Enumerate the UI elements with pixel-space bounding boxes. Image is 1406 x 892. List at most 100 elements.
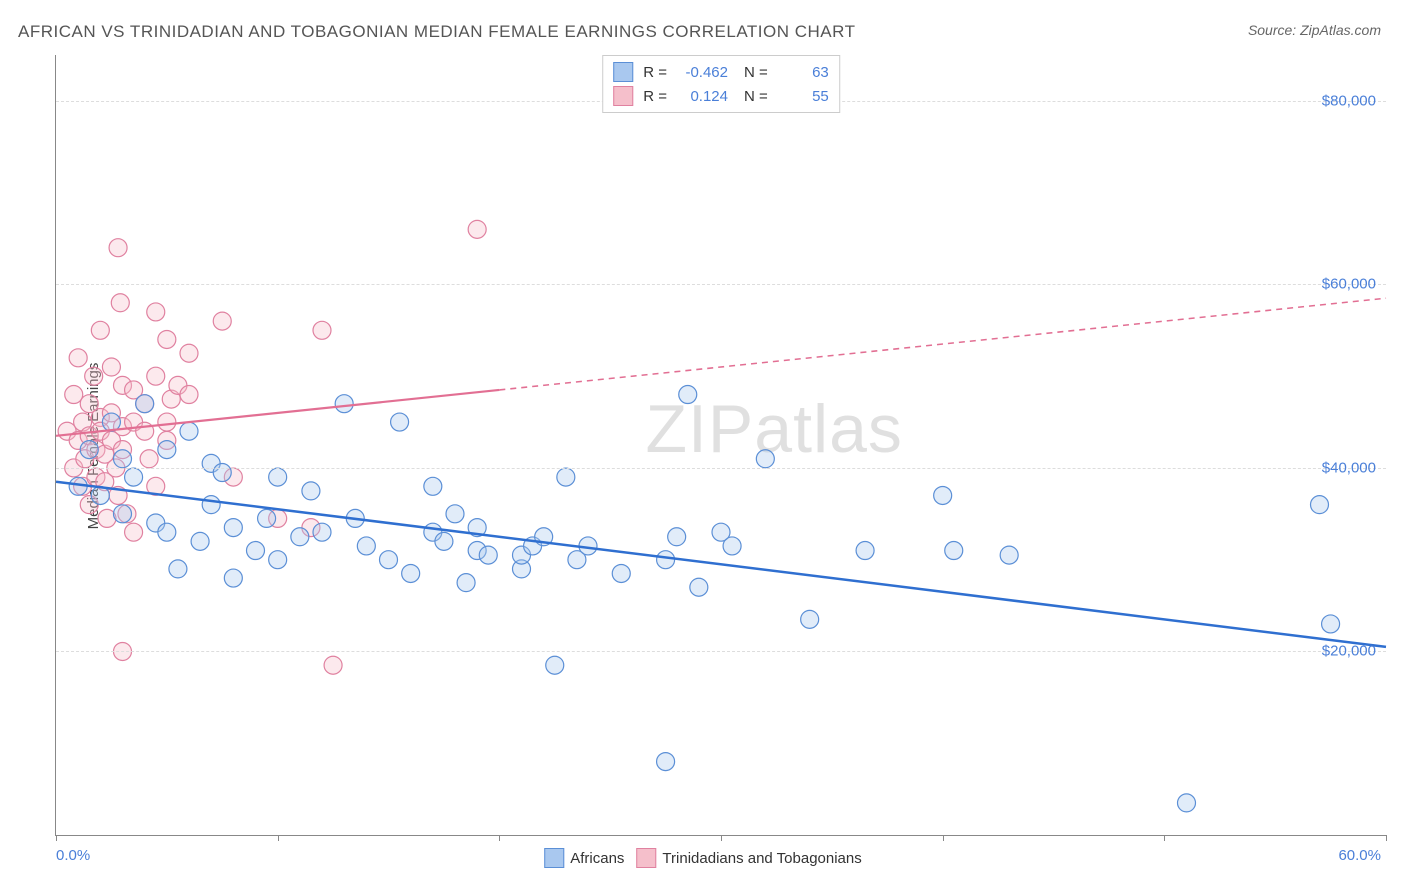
scatter-point-africans (856, 542, 874, 560)
scatter-point-africans (945, 542, 963, 560)
scatter-point-trinidadians (180, 386, 198, 404)
scatter-point-africans (213, 464, 231, 482)
scatter-point-trinidadians (69, 349, 87, 367)
y-tick-label: $60,000 (1322, 276, 1376, 293)
scatter-point-africans (934, 486, 952, 504)
trend-line-africans (56, 482, 1386, 647)
swatch-trinidadians (636, 848, 656, 868)
scatter-point-africans (690, 578, 708, 596)
scatter-point-africans (546, 656, 564, 674)
x-tick (1164, 835, 1165, 841)
scatter-point-africans (80, 441, 98, 459)
x-tick (1386, 835, 1387, 841)
scatter-point-africans (313, 523, 331, 541)
n-label: N = (744, 88, 768, 105)
x-tick-label: 60.0% (1338, 847, 1381, 864)
trend-line-trinidadians (56, 390, 499, 436)
legend-row-africans: R = -0.462 N = 63 (613, 60, 829, 84)
chart-title: AFRICAN VS TRINIDADIAN AND TOBAGONIAN ME… (18, 22, 856, 42)
scatter-point-trinidadians (111, 294, 129, 312)
scatter-point-trinidadians (109, 239, 127, 257)
source-attribution: Source: ZipAtlas.com (1248, 22, 1381, 38)
plot-area: R = -0.462 N = 63 R = 0.124 N = 55 ZIPat… (55, 55, 1386, 836)
scatter-point-africans (125, 468, 143, 486)
scatter-point-africans (114, 505, 132, 523)
scatter-point-trinidadians (158, 330, 176, 348)
scatter-point-africans (357, 537, 375, 555)
scatter-point-africans (457, 574, 475, 592)
swatch-trinidadians (613, 86, 633, 106)
scatter-point-africans (158, 441, 176, 459)
scatter-point-trinidadians (147, 303, 165, 321)
scatter-point-africans (224, 519, 242, 537)
r-value-trinidadians: 0.124 (673, 88, 728, 105)
scatter-point-trinidadians (468, 220, 486, 238)
r-label: R = (643, 88, 667, 105)
scatter-point-africans (657, 753, 675, 771)
scatter-point-africans (269, 551, 287, 569)
trend-line-dashed-trinidadians (499, 298, 1386, 390)
scatter-point-africans (756, 450, 774, 468)
source-label: Source: (1248, 22, 1296, 38)
scatter-point-africans (1311, 496, 1329, 514)
x-tick (721, 835, 722, 841)
scatter-point-africans (446, 505, 464, 523)
scatter-point-africans (657, 551, 675, 569)
scatter-point-africans (380, 551, 398, 569)
swatch-africans (544, 848, 564, 868)
scatter-point-africans (612, 564, 630, 582)
scatter-point-africans (1000, 546, 1018, 564)
scatter-point-africans (169, 560, 187, 578)
legend-row-trinidadians: R = 0.124 N = 55 (613, 84, 829, 108)
scatter-point-trinidadians (324, 656, 342, 674)
scatter-point-africans (435, 532, 453, 550)
scatter-point-africans (180, 422, 198, 440)
scatter-point-africans (224, 569, 242, 587)
y-tick-label: $40,000 (1322, 459, 1376, 476)
scatter-point-africans (402, 564, 420, 582)
scatter-point-trinidadians (147, 367, 165, 385)
scatter-point-africans (202, 496, 220, 514)
r-label: R = (643, 64, 667, 81)
n-label: N = (744, 64, 768, 81)
correlation-legend: R = -0.462 N = 63 R = 0.124 N = 55 (602, 55, 840, 113)
gridline (56, 651, 1386, 652)
scatter-point-africans (1322, 615, 1340, 633)
y-tick-label: $20,000 (1322, 643, 1376, 660)
legend-label-africans: Africans (570, 850, 624, 867)
scatter-point-africans (391, 413, 409, 431)
scatter-point-africans (479, 546, 497, 564)
n-value-africans: 63 (774, 64, 829, 81)
scatter-point-africans (723, 537, 741, 555)
scatter-point-trinidadians (180, 344, 198, 362)
scatter-point-trinidadians (313, 321, 331, 339)
scatter-point-africans (269, 468, 287, 486)
gridline (56, 468, 1386, 469)
swatch-africans (613, 62, 633, 82)
scatter-point-trinidadians (125, 523, 143, 541)
scatter-point-africans (247, 542, 265, 560)
y-tick-label: $80,000 (1322, 92, 1376, 109)
legend-item-trinidadians: Trinidadians and Tobagonians (636, 848, 861, 868)
scatter-point-africans (1178, 794, 1196, 812)
n-value-trinidadians: 55 (774, 88, 829, 105)
scatter-point-africans (191, 532, 209, 550)
scatter-point-africans (258, 509, 276, 527)
scatter-point-africans (335, 395, 353, 413)
x-tick (56, 835, 57, 841)
scatter-point-trinidadians (91, 321, 109, 339)
scatter-point-africans (668, 528, 686, 546)
scatter-point-africans (158, 523, 176, 541)
scatter-point-trinidadians (65, 386, 83, 404)
x-tick-label: 0.0% (56, 847, 90, 864)
scatter-point-africans (679, 386, 697, 404)
scatter-point-trinidadians (213, 312, 231, 330)
legend-item-africans: Africans (544, 848, 624, 868)
scatter-point-africans (424, 477, 442, 495)
scatter-point-africans (291, 528, 309, 546)
gridline (56, 284, 1386, 285)
scatter-point-africans (302, 482, 320, 500)
scatter-point-trinidadians (158, 413, 176, 431)
scatter-point-trinidadians (102, 358, 120, 376)
x-tick (943, 835, 944, 841)
